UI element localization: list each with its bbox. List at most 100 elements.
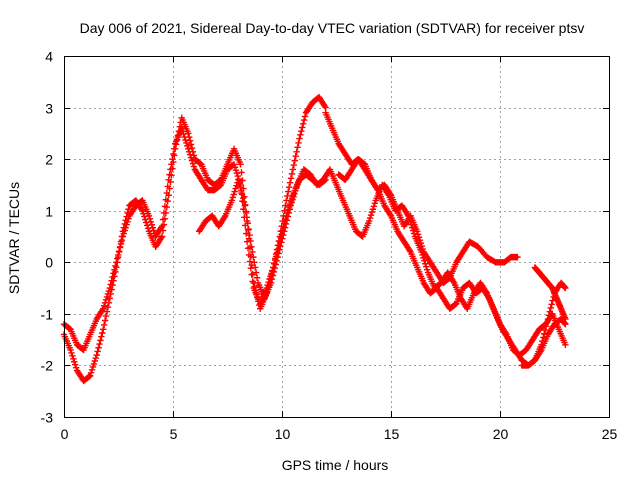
data-point xyxy=(160,209,168,217)
data-point xyxy=(117,240,125,248)
data-point xyxy=(282,220,290,228)
data-point xyxy=(296,135,303,142)
y-axis-label: SDTVAR / TECUs xyxy=(6,182,22,294)
data-point xyxy=(514,253,521,261)
data-point xyxy=(245,251,253,259)
data-point xyxy=(541,330,548,337)
data-point xyxy=(268,276,276,283)
data-series-track-c xyxy=(195,166,412,302)
data-point xyxy=(281,224,289,231)
data-point xyxy=(188,157,196,164)
data-point xyxy=(244,245,252,252)
data-point xyxy=(242,208,250,215)
data-point xyxy=(181,133,188,141)
data-point xyxy=(70,355,77,362)
data-point xyxy=(292,152,299,160)
data-point xyxy=(240,198,248,206)
data-point xyxy=(280,228,288,235)
data-point xyxy=(184,142,191,150)
data-point xyxy=(252,269,260,276)
data-point xyxy=(147,218,155,225)
data-point xyxy=(546,308,554,315)
data-point xyxy=(299,120,307,127)
data-point xyxy=(109,273,116,281)
data-point xyxy=(232,185,239,192)
data-point xyxy=(105,287,113,295)
data-point xyxy=(288,199,295,206)
data-point xyxy=(149,224,156,231)
data-point xyxy=(143,222,151,229)
data-point xyxy=(104,290,112,298)
data-point xyxy=(158,233,166,240)
data-point xyxy=(106,284,113,292)
data-point xyxy=(101,317,109,324)
data-point xyxy=(146,215,154,223)
data-point xyxy=(119,233,127,240)
data-point xyxy=(86,373,93,380)
data-point xyxy=(93,351,100,359)
data-series-track-b xyxy=(60,125,329,354)
data-point xyxy=(274,253,281,261)
data-point xyxy=(112,262,119,270)
data-point xyxy=(408,224,416,231)
data-point xyxy=(92,354,99,362)
data-point xyxy=(283,197,290,204)
data-point xyxy=(148,221,156,228)
data-point xyxy=(168,161,175,168)
data-point xyxy=(291,190,298,197)
data-point xyxy=(267,279,275,287)
data-point xyxy=(293,184,300,192)
data-point xyxy=(292,187,299,195)
data-point xyxy=(252,264,259,271)
data-point xyxy=(368,208,376,216)
data-point xyxy=(410,230,418,237)
data-point xyxy=(284,192,291,200)
data-point xyxy=(277,242,284,250)
data-point xyxy=(229,194,236,201)
data-point xyxy=(144,225,152,232)
data-point xyxy=(162,196,170,203)
data-point xyxy=(285,188,292,195)
data-point xyxy=(548,301,555,308)
data-point xyxy=(289,166,297,173)
data-point xyxy=(409,227,417,234)
data-point xyxy=(294,144,301,151)
data-point xyxy=(161,203,169,210)
data-point xyxy=(270,268,278,276)
data-point xyxy=(108,277,115,284)
data-point xyxy=(243,214,251,221)
data-point xyxy=(244,220,251,227)
data-point xyxy=(104,304,112,311)
data-point xyxy=(243,238,251,245)
data-point xyxy=(228,197,236,204)
data-point xyxy=(283,217,291,224)
data-point xyxy=(125,215,132,223)
data-point xyxy=(367,211,375,219)
data-point xyxy=(143,219,150,226)
data-point xyxy=(538,341,545,348)
data-point xyxy=(169,155,176,163)
data-point xyxy=(407,218,414,225)
y-tick-label: 3 xyxy=(45,101,53,117)
data-point xyxy=(238,191,246,198)
data-point xyxy=(107,281,114,288)
grid-layer xyxy=(64,56,609,417)
data-point xyxy=(114,251,122,259)
data-point xyxy=(230,191,237,198)
data-point xyxy=(150,227,157,234)
data-point xyxy=(122,224,129,231)
y-tick-label: -2 xyxy=(41,358,54,374)
data-point xyxy=(237,183,244,191)
data-point xyxy=(562,284,569,292)
data-point xyxy=(183,139,190,147)
data-point xyxy=(103,308,111,315)
data-point xyxy=(69,352,76,360)
data-point xyxy=(245,225,252,233)
data-point xyxy=(279,235,286,242)
data-point xyxy=(100,321,108,329)
data-point xyxy=(167,166,174,173)
data-point xyxy=(370,203,378,210)
data-point xyxy=(185,145,192,153)
data-point xyxy=(285,209,293,217)
